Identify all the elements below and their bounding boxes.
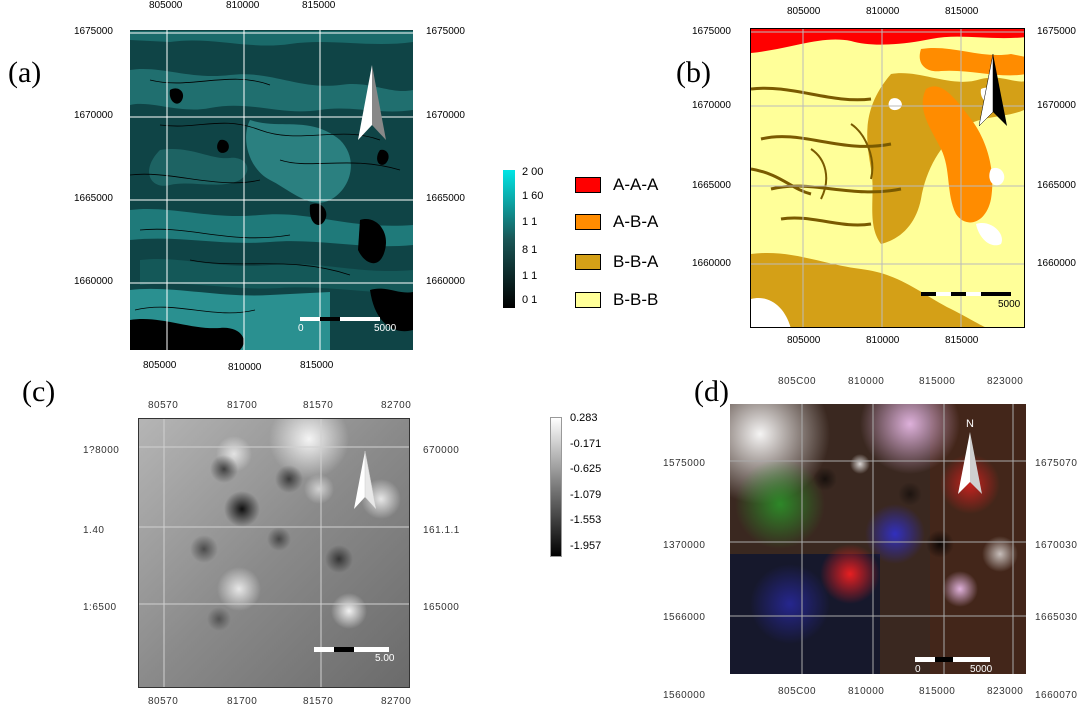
x-tick: 82700 (381, 400, 412, 411)
panel-label-b: (b) (676, 56, 711, 89)
legend-b-swatch (575, 214, 601, 230)
x-tick: 81570 (303, 696, 334, 707)
legend-c-label: -1.957 (570, 540, 602, 552)
y-tick: 165000 (423, 602, 460, 613)
x-tick: 805000 (787, 6, 821, 17)
map-panel-c: 5.00 (138, 418, 410, 688)
x-tick: 815000 (919, 376, 956, 387)
x-tick: 815000 (945, 6, 979, 17)
scale-bar-label: 5000 (998, 299, 1021, 310)
y-tick: 1675000 (426, 26, 465, 37)
legend-a-label: 1 1 (522, 270, 538, 282)
y-tick: 1370000 (663, 540, 706, 551)
x-tick: 810000 (226, 0, 260, 11)
y-tick: 1660070 (1035, 690, 1078, 701)
scale-bar-zero: 0 (915, 664, 921, 674)
map-panel-b: 5000 (750, 28, 1025, 328)
scale-bar-label: 5000 (374, 323, 397, 334)
y-tick: 1.40 (83, 525, 105, 536)
y-tick: 1:6500 (83, 602, 117, 613)
x-tick: 81570 (303, 400, 334, 411)
legend-b-swatch (575, 292, 601, 308)
north-arrow-icon (358, 65, 386, 140)
y-tick: 1660000 (1037, 258, 1076, 269)
x-tick: 805C00 (778, 686, 817, 697)
legend-b-swatch (575, 254, 601, 270)
x-tick: 823000 (987, 686, 1024, 697)
y-tick: 1566000 (663, 612, 706, 623)
y-tick: 1660000 (692, 258, 731, 269)
y-tick: 1660000 (426, 276, 465, 287)
x-tick: 805000 (149, 0, 183, 11)
y-tick: 1665000 (1037, 180, 1076, 191)
legend-a-ramp (503, 170, 515, 308)
x-tick: 810000 (228, 362, 262, 373)
north-arrow-icon (354, 451, 376, 509)
legend-a-label: 0 1 (522, 294, 538, 306)
map-panel-a: 0 5000 (130, 30, 413, 350)
legend-a-label: 1 1 (522, 216, 538, 228)
y-tick: 1665000 (692, 180, 731, 191)
legend-c-ramp (550, 417, 562, 557)
x-tick: 810000 (848, 376, 885, 387)
legend-b-swatch (575, 177, 601, 193)
x-tick: 81700 (227, 696, 258, 707)
scale-bar-label: 5000 (970, 664, 993, 674)
scale-bar-label: 5.00 (375, 653, 395, 664)
north-arrow-icon (979, 54, 1007, 126)
y-tick: 1665000 (74, 193, 113, 204)
x-tick: 810000 (866, 6, 900, 17)
x-tick: 805C00 (778, 376, 817, 387)
north-arrow-icon (958, 432, 982, 494)
y-tick: 670000 (423, 445, 460, 456)
scale-bar-zero: 0 (298, 323, 304, 334)
y-tick: 1670000 (74, 110, 113, 121)
x-tick: 81700 (227, 400, 258, 411)
panel-label-d: (d) (694, 375, 729, 408)
legend-c-label: -1.553 (570, 514, 602, 526)
x-tick: 810000 (848, 686, 885, 697)
x-tick: 815000 (945, 335, 979, 346)
legend-b-label: A-B-A (613, 212, 659, 231)
y-tick: 1665030 (1035, 612, 1078, 623)
y-tick: 1665000 (426, 193, 465, 204)
y-tick: 1675000 (1037, 26, 1076, 37)
y-tick: 1670000 (692, 100, 731, 111)
legend-b-label: A-A-A (613, 175, 659, 194)
x-tick: 82700 (381, 696, 412, 707)
x-tick: 810000 (866, 335, 900, 346)
y-tick: 1675070 (1035, 458, 1078, 469)
legend-a-label: 1 60 (522, 190, 544, 202)
x-tick: 815000 (302, 0, 336, 11)
north-label: N (966, 418, 974, 430)
x-tick: 805000 (143, 360, 177, 371)
legend-c-label: 0.283 (570, 412, 598, 424)
y-tick: 1?8000 (83, 445, 120, 456)
panel-label-a: (a) (8, 56, 42, 89)
x-tick: 80570 (148, 400, 179, 411)
y-tick: 1575000 (663, 458, 706, 469)
panel-label-c: (c) (22, 375, 56, 408)
legend-b-label: B-B-A (613, 252, 659, 271)
legend-c-label: -0.625 (570, 463, 602, 475)
y-tick: 1670000 (1037, 100, 1076, 111)
y-tick: 1675000 (74, 26, 113, 37)
x-tick: 805000 (787, 335, 821, 346)
legend-b-label: B-B-B (613, 290, 659, 309)
x-tick: 80570 (148, 696, 179, 707)
legend-c-label: -0.171 (570, 438, 602, 450)
map-panel-d: N 0 5000 (730, 404, 1026, 674)
y-tick: 1670030 (1035, 540, 1078, 551)
y-tick: 1670000 (426, 110, 465, 121)
y-tick: 1660000 (74, 276, 113, 287)
legend-a-label: 8 1 (522, 244, 538, 256)
y-tick: 1675000 (692, 26, 731, 37)
y-tick: 1560000 (663, 690, 706, 701)
y-tick: 161.1.1 (423, 525, 460, 536)
x-tick: 815000 (919, 686, 956, 697)
x-tick: 815000 (300, 360, 334, 371)
x-tick: 823000 (987, 376, 1024, 387)
legend-c-label: -1.079 (570, 489, 602, 501)
legend-a-label: 2 00 (522, 166, 544, 178)
